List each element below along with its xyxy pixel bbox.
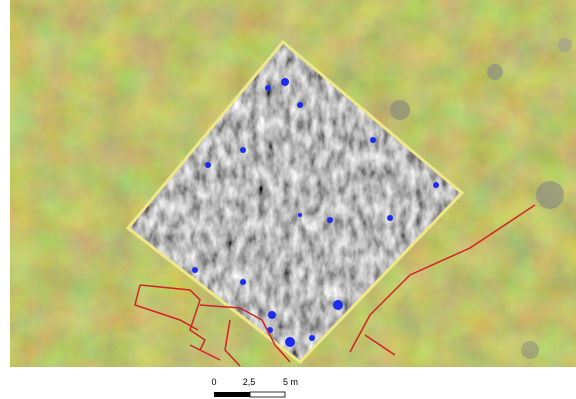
page: 0 2,5 5 m (() => { const data = JSON.par… <box>0 0 576 399</box>
scale-label: 0 <box>211 377 216 387</box>
scale-label: 5 m <box>283 377 298 387</box>
scale-segment <box>214 392 250 397</box>
map: 0 2,5 5 m <box>0 0 576 399</box>
scale-label: 2,5 <box>243 377 256 387</box>
scale-bar: 0 2,5 5 m <box>211 377 298 397</box>
scale-segment <box>250 392 285 397</box>
